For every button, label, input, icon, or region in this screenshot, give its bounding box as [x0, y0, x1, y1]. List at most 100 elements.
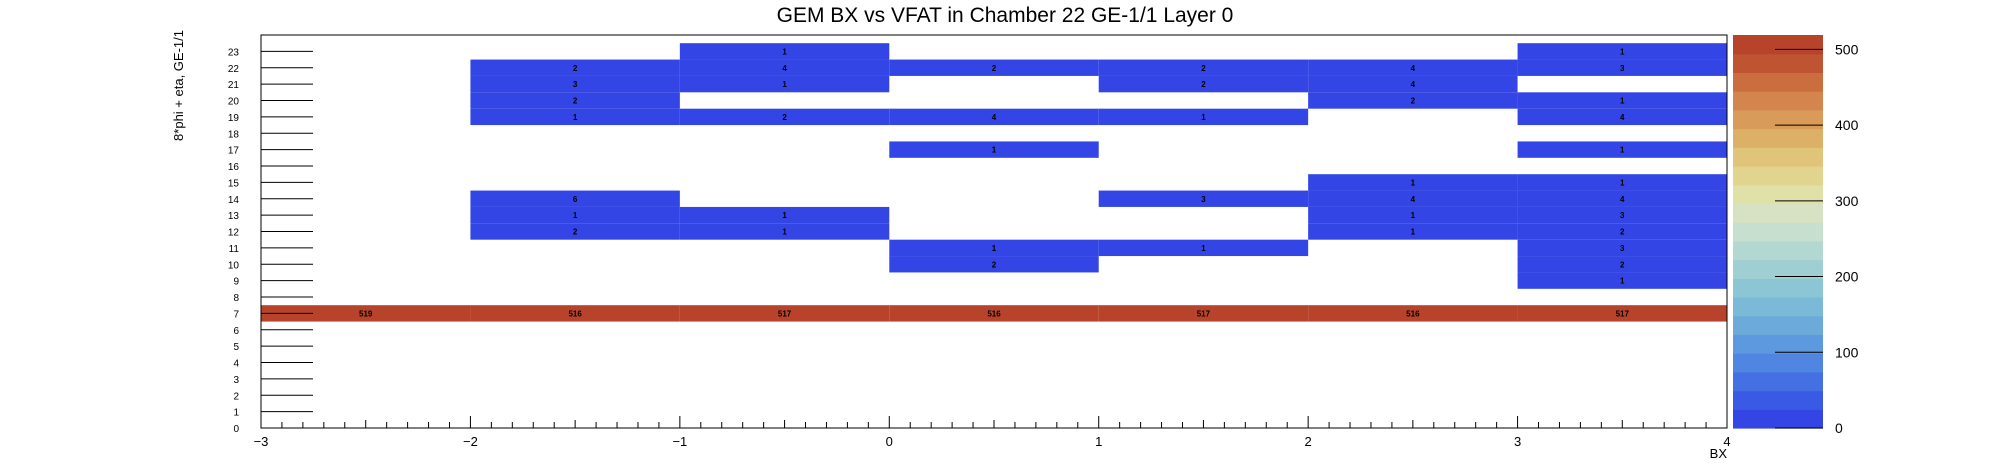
- colorbar-tick-label: 500: [1835, 41, 1859, 57]
- cell-value-label: 2: [573, 64, 578, 73]
- colorbar-swatch: [1733, 334, 1823, 354]
- heatmap-cell: [470, 206, 680, 224]
- heatmap-cell: [1308, 174, 1518, 191]
- colorbar-swatch: [1733, 353, 1823, 373]
- heatmap-cell: [679, 59, 890, 76]
- cell-value-label: 1: [1411, 211, 1416, 220]
- heatmap-cell: [1517, 59, 1727, 76]
- colorbar-swatch: [1733, 72, 1823, 92]
- x-axis: −3 −2 −1 0 1 2 3 4: [254, 416, 1731, 449]
- cell-value-label: 2: [1620, 228, 1625, 237]
- heatmap-cell: [679, 43, 890, 60]
- heatmap-cell: [1308, 92, 1518, 109]
- colorbar-tick-label: 400: [1835, 117, 1859, 133]
- colorbar-swatch: [1733, 203, 1823, 223]
- cell-value-label: 2: [573, 97, 578, 106]
- colorbar-swatch: [1733, 315, 1823, 336]
- heatmap-cell: [889, 256, 1099, 273]
- heatmap-cell: [1517, 206, 1727, 224]
- heatmap-cell: [261, 305, 471, 322]
- cell-value-label: 1: [782, 80, 787, 89]
- colorbar-swatch: [1733, 91, 1823, 111]
- heatmap-cell: [1308, 223, 1518, 240]
- y-tick-label: 10: [228, 260, 240, 271]
- colorbar-tick-label: 100: [1835, 344, 1859, 360]
- cell-value-label: 2: [992, 64, 997, 73]
- y-tick-label: 19: [228, 113, 240, 124]
- x-axis-label: BX: [1710, 446, 1728, 461]
- heatmap-cell: [1517, 43, 1727, 60]
- colorbar-swatch: [1733, 240, 1823, 261]
- cell-value-label: 3: [1620, 64, 1625, 73]
- y-tick-label: 20: [228, 97, 240, 108]
- colorbar-tick-label: 0: [1835, 420, 1843, 436]
- colorbar-swatch: [1733, 35, 1823, 55]
- x-tick-label: 0: [886, 434, 893, 449]
- heatmap-cell: [679, 75, 890, 93]
- heatmap-cell: [889, 59, 1099, 76]
- heatmap-cell: [679, 108, 890, 126]
- colorbar-swatch: [1733, 278, 1823, 298]
- cell-value-label: 6: [573, 195, 578, 204]
- colorbar-swatch: [1733, 259, 1823, 279]
- cell-value-label: 1: [573, 211, 578, 220]
- heatmap-cell: [1308, 305, 1518, 322]
- y-tick-label: 17: [228, 146, 240, 157]
- y-tick-label: 11: [229, 244, 240, 255]
- cell-value-label: 4: [1620, 195, 1625, 204]
- heatmap-cell: [1308, 75, 1518, 93]
- heatmap-cell: [470, 223, 680, 240]
- y-tick-label: 1: [233, 408, 239, 419]
- heatmap-cell: [470, 190, 680, 207]
- y-tick-label: 22: [228, 64, 240, 75]
- colorbar-swatch: [1733, 109, 1823, 130]
- heatmap-cell: [470, 59, 680, 76]
- y-tick-label: 0: [233, 424, 239, 435]
- y-axis-label: 8*phi + eta, GE-1/1: [171, 30, 186, 141]
- heatmap-cell: [1517, 256, 1727, 273]
- heatmap-cell: [1098, 108, 1309, 126]
- heatmap-cell: [1517, 174, 1727, 191]
- x-tick-label: −3: [254, 434, 269, 449]
- x-tick-label: 4: [1723, 434, 1730, 449]
- colorbar-swatch: [1733, 409, 1823, 429]
- colorbar-swatch: [1733, 128, 1823, 148]
- cell-value-label: 2: [1201, 64, 1206, 73]
- cell-value-label: 2: [992, 260, 997, 269]
- cell-value-label: 1: [1201, 113, 1206, 122]
- colorbar-swatch: [1733, 53, 1823, 74]
- cell-value-label: 1: [1620, 97, 1625, 106]
- cell-value-label: 4: [1411, 64, 1416, 73]
- y-tick-label: 18: [228, 129, 240, 140]
- cell-value-label: 1: [1411, 178, 1416, 187]
- cell-value-label: 1: [782, 228, 787, 237]
- y-tick-label: 9: [233, 277, 239, 288]
- cell-value-label: 1: [1620, 178, 1625, 187]
- cell-value-label: 1: [992, 244, 997, 253]
- y-tick-label: 8: [233, 293, 239, 304]
- heatmap-cell: [1098, 190, 1309, 207]
- x-tick-label: −1: [672, 434, 687, 449]
- heatmap-cell: [1098, 59, 1309, 76]
- cell-value-label: 1: [1620, 146, 1625, 155]
- colorbar-swatch: [1733, 371, 1823, 392]
- heatmap-cell: [470, 75, 680, 93]
- colorbar-swatch: [1733, 222, 1823, 242]
- cell-value-label: 3: [1620, 244, 1625, 253]
- heatmap-cell: [1517, 190, 1727, 207]
- cell-value-label: 1: [782, 47, 787, 56]
- heatmap-cell: [1308, 59, 1518, 76]
- cell-value-label: 4: [992, 113, 997, 122]
- y-tick-label: 3: [233, 375, 239, 386]
- heatmap-cell: [470, 92, 680, 109]
- heatmap-cell: [1308, 190, 1518, 207]
- heatmap-cell: [679, 223, 890, 240]
- cell-value-label: 4: [1620, 113, 1625, 122]
- y-tick-label: 16: [228, 162, 240, 173]
- y-tick-label: 6: [233, 326, 239, 337]
- cell-value-label: 1: [1620, 47, 1625, 56]
- cell-value-label: 2: [573, 228, 578, 237]
- cell-value-label: 2: [1201, 80, 1206, 89]
